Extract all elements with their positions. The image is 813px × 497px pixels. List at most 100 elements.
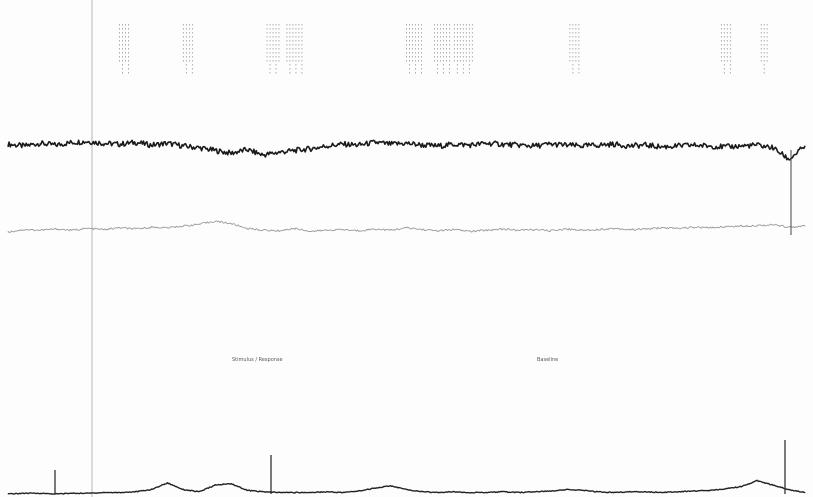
data-point — [166, 142, 168, 144]
data-point — [517, 491, 519, 494]
data-point — [23, 145, 25, 147]
data-point — [804, 491, 806, 494]
data-point — [533, 145, 535, 147]
data-point — [405, 142, 408, 144]
data-point — [756, 224, 758, 226]
data-point — [390, 143, 392, 145]
data-point — [55, 228, 57, 230]
data-point — [485, 142, 487, 144]
data-point — [182, 225, 184, 227]
data-point — [645, 144, 647, 146]
data-point — [708, 145, 711, 147]
data-point — [597, 491, 599, 493]
caption-label: Stimulus / Response — [232, 357, 283, 363]
data-point — [262, 229, 264, 231]
data-point — [214, 484, 216, 486]
data-point — [581, 489, 583, 491]
annotation-columns — [119, 24, 768, 74]
data-point — [724, 226, 726, 228]
data-point — [374, 228, 376, 230]
data-point — [71, 229, 73, 231]
data-point — [358, 230, 360, 232]
data-point — [310, 148, 312, 150]
data-point — [437, 491, 439, 494]
caption-label: Baseline — [537, 357, 558, 363]
data-point — [772, 147, 774, 149]
data-point — [629, 145, 631, 147]
data-point — [629, 491, 631, 493]
data-point — [517, 229, 519, 231]
data-point — [405, 227, 408, 229]
data-point — [613, 227, 615, 229]
data-point — [310, 230, 312, 232]
data-point — [660, 491, 663, 494]
data-point — [119, 491, 121, 494]
data-point — [581, 229, 583, 231]
data-point — [804, 145, 806, 147]
data-point — [310, 491, 312, 494]
data-point — [119, 227, 121, 229]
data-point — [533, 491, 535, 493]
data-point — [804, 225, 806, 227]
series-line — [7, 139, 806, 161]
data-point — [437, 145, 439, 147]
data-point — [740, 486, 742, 488]
data-point — [565, 144, 567, 146]
data-point — [421, 491, 423, 493]
data-point — [342, 491, 344, 494]
data-point — [645, 491, 647, 493]
data-point — [326, 145, 328, 147]
series-3 — [7, 479, 806, 495]
data-point — [7, 493, 9, 495]
data-point — [390, 485, 392, 487]
data-point — [453, 229, 455, 231]
data-point — [326, 229, 328, 231]
data-point — [501, 143, 503, 145]
data-point — [660, 146, 663, 148]
data-point — [262, 491, 264, 493]
data-point — [485, 491, 487, 494]
data-point — [724, 146, 726, 148]
data-point — [676, 491, 679, 493]
data-point — [629, 229, 631, 231]
data-point — [182, 489, 184, 491]
data-point — [278, 230, 280, 232]
data-point — [645, 228, 647, 230]
data-point — [71, 141, 73, 143]
data-point — [469, 230, 471, 232]
data-point — [294, 491, 296, 494]
data-point — [342, 229, 344, 231]
data-point — [294, 227, 296, 229]
data-point — [39, 492, 41, 494]
data-point — [724, 488, 726, 490]
data-point — [692, 226, 695, 228]
data-point — [740, 225, 742, 227]
data-point — [246, 149, 248, 151]
series-2 — [7, 220, 806, 233]
data-point — [597, 144, 599, 146]
data-point — [437, 230, 439, 232]
data-point — [390, 229, 392, 231]
data-point — [230, 152, 232, 154]
data-point — [533, 229, 535, 231]
data-point — [692, 490, 695, 492]
data-point — [294, 149, 296, 152]
data-point — [565, 228, 567, 230]
data-point — [182, 145, 184, 147]
data-point — [342, 143, 344, 145]
data-point — [198, 147, 200, 149]
data-point — [103, 491, 105, 494]
data-point — [549, 490, 551, 492]
data-point — [374, 487, 376, 489]
data-point — [198, 223, 200, 225]
data-point — [103, 142, 105, 144]
data-point — [55, 144, 57, 146]
data-point — [756, 144, 758, 146]
data-point — [517, 144, 519, 146]
data-point — [71, 492, 73, 494]
data-point — [469, 491, 471, 494]
data-point — [421, 229, 423, 231]
data-point — [103, 229, 105, 231]
series-1 — [7, 139, 806, 161]
